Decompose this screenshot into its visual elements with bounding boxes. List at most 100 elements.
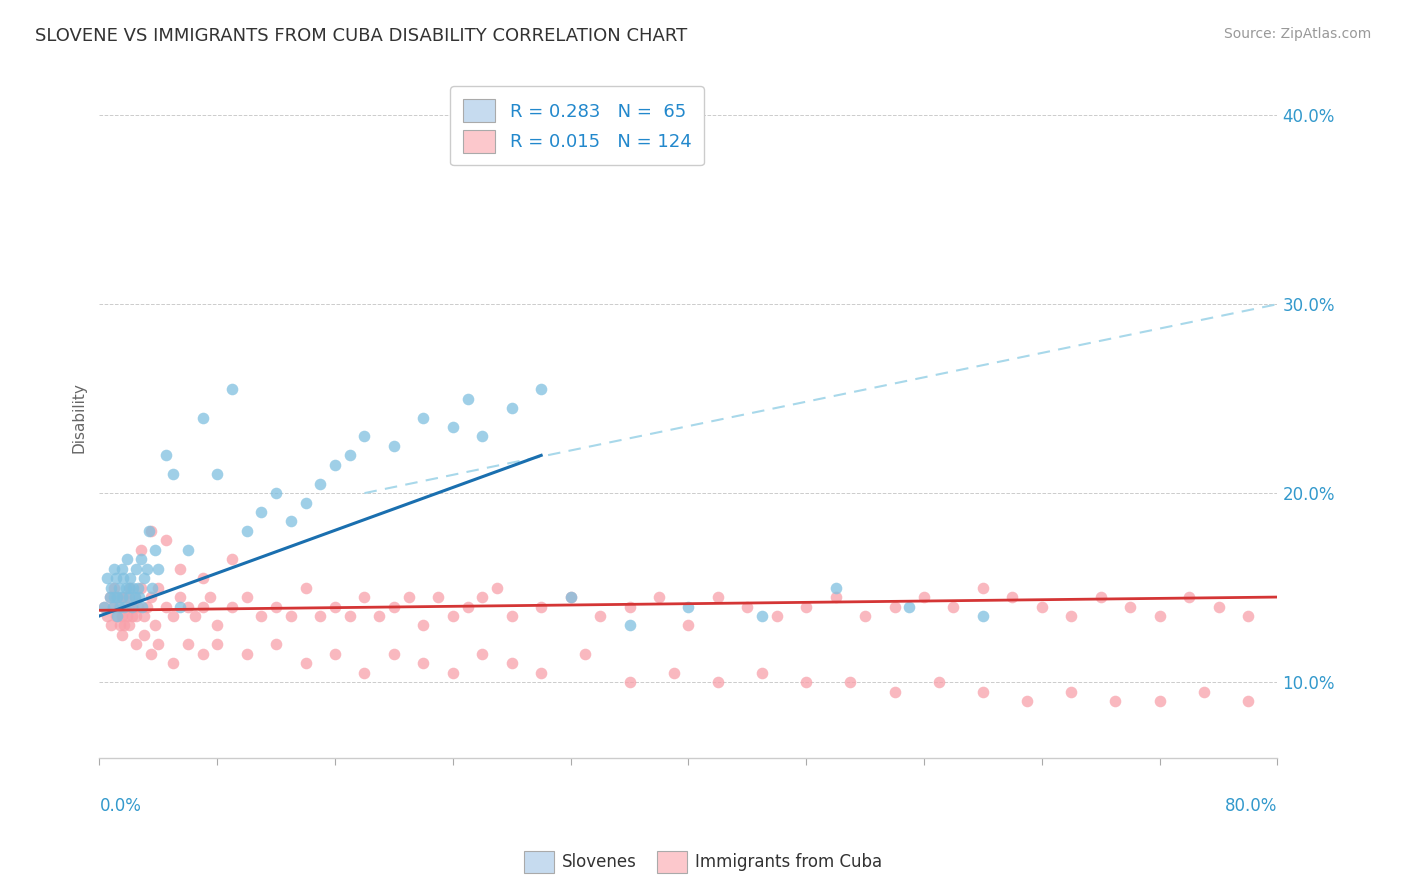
Point	[98, 590, 121, 604]
Point	[323, 599, 346, 614]
Point	[129, 581, 152, 595]
Point	[368, 609, 391, 624]
Point	[129, 542, 152, 557]
Point	[824, 590, 846, 604]
Point	[928, 675, 950, 690]
Point	[129, 552, 152, 566]
Point	[191, 647, 214, 661]
Point	[169, 562, 191, 576]
Point	[619, 599, 641, 614]
Point	[1192, 684, 1215, 698]
Point	[471, 429, 494, 443]
Point	[105, 590, 128, 604]
Point	[441, 609, 464, 624]
Point	[678, 599, 700, 614]
Point	[471, 590, 494, 604]
Point	[883, 684, 905, 698]
Point	[103, 590, 125, 604]
Point	[103, 581, 125, 595]
Point	[530, 382, 553, 396]
Point	[177, 542, 200, 557]
Point	[501, 401, 523, 416]
Point	[100, 618, 122, 632]
Point	[108, 599, 131, 614]
Point	[135, 599, 157, 614]
Point	[309, 476, 332, 491]
Point	[1001, 590, 1024, 604]
Point	[560, 590, 582, 604]
Point	[471, 647, 494, 661]
Point	[1031, 599, 1053, 614]
Point	[101, 599, 124, 614]
Point	[111, 590, 134, 604]
Point	[280, 515, 302, 529]
Point	[148, 562, 170, 576]
Point	[155, 533, 177, 548]
Point	[1237, 694, 1260, 708]
Point	[412, 656, 434, 670]
Point	[118, 581, 141, 595]
Point	[485, 581, 508, 595]
Point	[132, 571, 155, 585]
Point	[121, 609, 143, 624]
Point	[118, 590, 141, 604]
Point	[280, 609, 302, 624]
Point	[353, 665, 375, 680]
Point	[177, 637, 200, 651]
Text: 80.0%: 80.0%	[1225, 797, 1278, 814]
Point	[1149, 609, 1171, 624]
Legend: Slovenes, Immigrants from Cuba: Slovenes, Immigrants from Cuba	[517, 845, 889, 880]
Point	[110, 562, 132, 576]
Point	[107, 599, 129, 614]
Point	[139, 590, 162, 604]
Point	[574, 647, 596, 661]
Point	[114, 599, 136, 614]
Point	[125, 637, 148, 651]
Point	[93, 599, 115, 614]
Point	[1178, 590, 1201, 604]
Point	[191, 410, 214, 425]
Point	[264, 637, 287, 651]
Point	[972, 609, 994, 624]
Point	[135, 562, 157, 576]
Point	[382, 647, 405, 661]
Point	[264, 486, 287, 500]
Point	[707, 590, 730, 604]
Point	[117, 609, 139, 624]
Point	[1104, 694, 1126, 708]
Point	[619, 675, 641, 690]
Point	[839, 675, 862, 690]
Point	[110, 590, 132, 604]
Point	[207, 467, 229, 482]
Point	[853, 609, 876, 624]
Point	[412, 618, 434, 632]
Point	[353, 590, 375, 604]
Point	[972, 581, 994, 595]
Point	[824, 581, 846, 595]
Point	[1015, 694, 1038, 708]
Text: Source: ZipAtlas.com: Source: ZipAtlas.com	[1223, 27, 1371, 41]
Point	[221, 382, 243, 396]
Point	[207, 618, 229, 632]
Point	[145, 542, 167, 557]
Point	[912, 590, 935, 604]
Point	[104, 571, 127, 585]
Point	[138, 524, 160, 538]
Point	[457, 599, 479, 614]
Point	[169, 590, 191, 604]
Point	[118, 599, 141, 614]
Point	[353, 429, 375, 443]
Point	[125, 609, 148, 624]
Point	[589, 609, 612, 624]
Point	[1060, 609, 1083, 624]
Point	[309, 609, 332, 624]
Text: 0.0%: 0.0%	[100, 797, 142, 814]
Point	[139, 524, 162, 538]
Point	[235, 647, 257, 661]
Point	[250, 609, 273, 624]
Point	[104, 609, 127, 624]
Point	[100, 581, 122, 595]
Point	[118, 618, 141, 632]
Point	[155, 448, 177, 462]
Point	[101, 599, 124, 614]
